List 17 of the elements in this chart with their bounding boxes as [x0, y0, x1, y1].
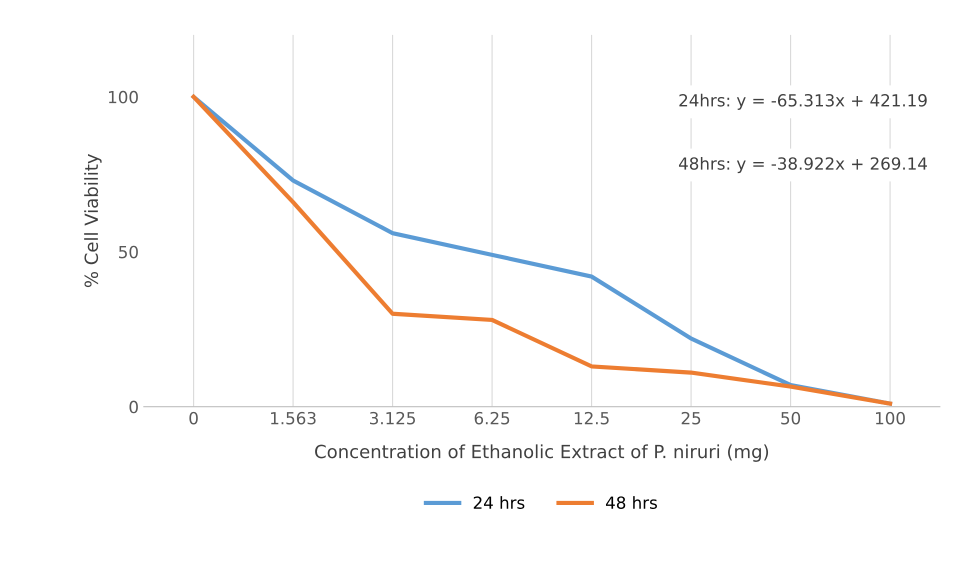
y-tick-label: 0	[129, 400, 138, 414]
x-axis-title: Concentration of Ethanolic Extract of P. niruri (mg)	[315, 444, 768, 462]
x-tick-label: 6.25	[474, 412, 510, 424]
x-tick-label: 0	[189, 412, 198, 424]
x-tick-label: 50	[781, 412, 800, 424]
x-tick-label: 1.563	[271, 412, 316, 424]
x-tick-label: 12.5	[574, 412, 609, 424]
x-tick-label: 25	[682, 412, 700, 424]
y-tick-label: 50	[119, 246, 138, 258]
legend-label: 24 hrs	[474, 496, 524, 509]
annotation: 24hrs: y = -65.313x + 421.19	[679, 94, 927, 110]
y-axis-title: % Cell Viability	[84, 154, 102, 288]
legend-label: 48 hrs	[606, 496, 657, 509]
y-tick-label: 100	[109, 90, 138, 104]
x-tick-label: 3.125	[370, 412, 415, 424]
x-tick-label: 100	[876, 412, 905, 424]
annotation: 48hrs: y = -38.922x + 269.14	[678, 156, 927, 174]
